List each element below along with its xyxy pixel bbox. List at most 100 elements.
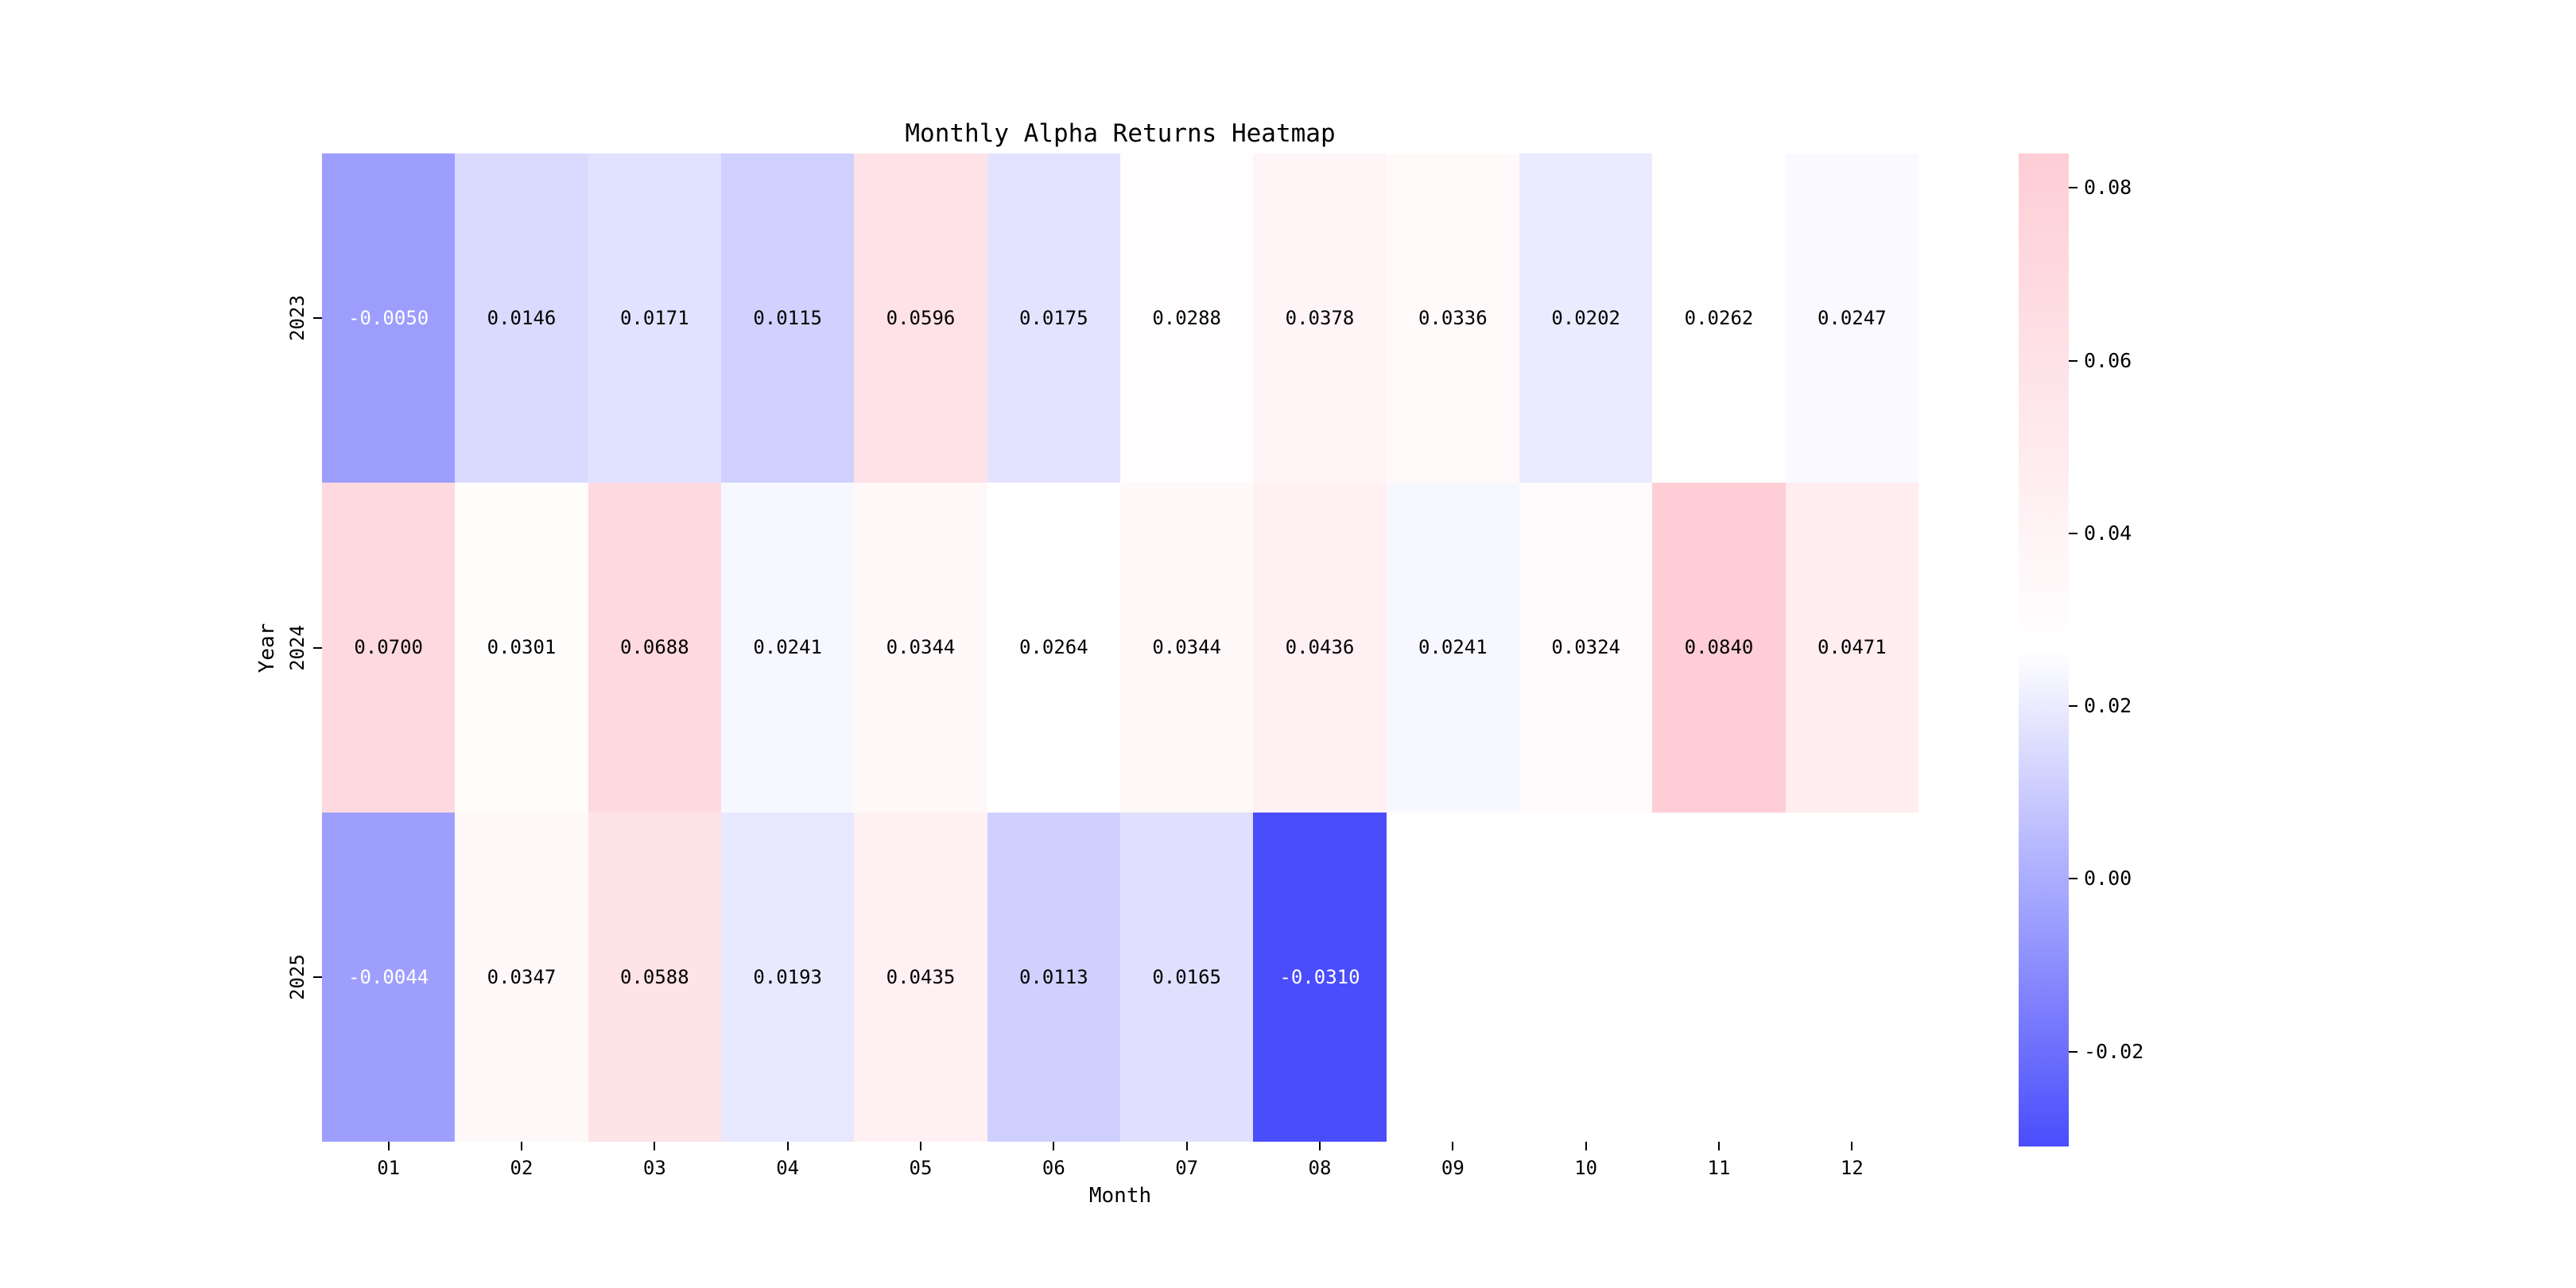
- x-tick-mark: [387, 1142, 390, 1150]
- x-tick-label: 08: [1308, 1157, 1332, 1179]
- cell-value: 0.0688: [619, 636, 689, 659]
- cell-value: 0.0301: [487, 636, 557, 659]
- x-tick-label: 07: [1175, 1157, 1199, 1179]
- heatmap-cell-2025-01: -0.0044: [322, 812, 456, 1142]
- heatmap-cell-2023-05: 0.0596: [854, 153, 987, 483]
- cell-value: 0.0171: [619, 307, 689, 330]
- heatmap-cell-2024-02: 0.0301: [455, 483, 588, 813]
- cell-value: 0.0115: [753, 307, 823, 330]
- cell-value: 0.0378: [1285, 307, 1355, 330]
- cell-value: 0.0435: [886, 965, 956, 988]
- heatmap-cell-2023-03: 0.0171: [588, 153, 721, 483]
- heatmap-cell-2025-02: 0.0347: [455, 812, 588, 1142]
- x-axis-label: Month: [1088, 1184, 1152, 1208]
- heatmap-cell-2025-05: 0.0435: [854, 812, 987, 1142]
- x-tick-mark: [1452, 1142, 1454, 1150]
- heatmap-cell-2023-01: -0.0050: [322, 153, 456, 483]
- y-tick-mark: [313, 976, 322, 978]
- colorbar-tick-mark: [2069, 359, 2077, 362]
- heatmap-cell-2024-08: 0.0436: [1253, 483, 1387, 813]
- cell-value: 0.0113: [1018, 965, 1088, 988]
- colorbar-tick-label: 0.04: [2084, 521, 2132, 545]
- heatmap-cell-2025-03: 0.0588: [588, 812, 721, 1142]
- cell-value: 0.0288: [1152, 307, 1222, 330]
- cell-value: 0.0146: [487, 307, 557, 330]
- heatmap-cell-2024-12: 0.0471: [1785, 483, 1918, 813]
- heatmap-cell-2024-10: 0.0324: [1519, 483, 1653, 813]
- colorbar-tick-mark: [2069, 187, 2077, 189]
- heatmap-cell-2023-10: 0.0202: [1519, 153, 1653, 483]
- cell-value: 0.0344: [886, 636, 956, 659]
- cell-value: 0.0596: [886, 307, 956, 330]
- colorbar-tick-label: -0.02: [2084, 1039, 2144, 1063]
- x-tick-label: 09: [1441, 1157, 1465, 1179]
- x-tick-label: 03: [642, 1157, 666, 1179]
- x-tick-label: 04: [776, 1157, 800, 1179]
- colorbar-tick-label: 0.02: [2084, 694, 2132, 718]
- y-tick-mark: [313, 317, 322, 320]
- x-tick-mark: [920, 1142, 921, 1150]
- cell-value: 0.0241: [753, 636, 823, 659]
- cell-value: 0.0347: [487, 965, 557, 988]
- heatmap-cell-2024-05: 0.0344: [854, 483, 987, 813]
- x-tick-label: 10: [1574, 1157, 1598, 1179]
- colorbar-tick-label: 0.06: [2084, 348, 2132, 372]
- x-tick-mark: [786, 1142, 789, 1150]
- x-tick-mark: [1718, 1142, 1720, 1150]
- cell-value: -0.0310: [1279, 965, 1360, 988]
- x-tick-mark: [521, 1142, 522, 1150]
- cell-value: 0.0165: [1152, 965, 1222, 988]
- x-tick-label: 02: [510, 1157, 533, 1179]
- cell-value: 0.0471: [1817, 636, 1887, 659]
- colorbar-tick-label: 0.00: [2084, 867, 2132, 890]
- heatmap-cell-2024-04: 0.0241: [721, 483, 855, 813]
- colorbar-tick-label: 0.08: [2084, 176, 2132, 200]
- heatmap-cell-2024-09: 0.0241: [1386, 483, 1519, 813]
- x-tick-mark: [1851, 1142, 1853, 1150]
- y-tick-mark: [313, 646, 322, 649]
- colorbar-tick-mark: [2069, 1050, 2077, 1053]
- chart-title: Monthly Alpha Returns Heatmap: [905, 119, 1336, 148]
- x-tick-mark: [1053, 1142, 1055, 1150]
- colorbar-tick-mark: [2069, 878, 2077, 880]
- y-tick-label: 2023: [286, 295, 308, 342]
- heatmap-cell-2025-07: 0.0165: [1120, 812, 1254, 1142]
- heatmap-cell-2024-06: 0.0264: [987, 483, 1120, 813]
- cell-value: 0.0436: [1285, 636, 1355, 659]
- heatmap-cell-2023-09: 0.0336: [1386, 153, 1519, 483]
- heatmap-cell-2024-11: 0.0840: [1652, 483, 1786, 813]
- heatmap-cell-2024-03: 0.0688: [588, 483, 721, 813]
- cell-value: 0.0324: [1551, 636, 1621, 659]
- cell-value: -0.0050: [348, 307, 429, 330]
- heatmap-cell-2025-04: 0.0193: [721, 812, 855, 1142]
- heatmap-cell-2025-06: 0.0113: [987, 812, 1120, 1142]
- y-axis-label: Year: [255, 623, 279, 673]
- colorbar-gradient: [2019, 153, 2069, 1146]
- x-tick-mark: [1585, 1142, 1587, 1150]
- x-tick-label: 06: [1042, 1157, 1065, 1179]
- heatmap-cell-2023-11: 0.0262: [1652, 153, 1786, 483]
- cell-value: 0.0247: [1817, 307, 1887, 330]
- cell-value: 0.0202: [1551, 307, 1621, 330]
- x-tick-mark: [654, 1142, 656, 1150]
- heatmap-cell-2025-08: -0.0310: [1253, 812, 1387, 1142]
- cell-value: 0.0193: [753, 965, 823, 988]
- y-tick-label: 2024: [286, 624, 308, 671]
- cell-value: 0.0264: [1018, 636, 1088, 659]
- heatmap-cell-2023-04: 0.0115: [721, 153, 855, 483]
- heatmap-cell-2023-12: 0.0247: [1785, 153, 1918, 483]
- heatmap-cell-2023-07: 0.0288: [1120, 153, 1254, 483]
- cell-value: 0.0840: [1684, 636, 1754, 659]
- cell-value: 0.0241: [1418, 636, 1488, 659]
- x-tick-mark: [1319, 1142, 1321, 1150]
- heatmap-cell-2024-07: 0.0344: [1120, 483, 1254, 813]
- heatmap-cell-2024-01: 0.0700: [322, 483, 456, 813]
- x-tick-label: 11: [1707, 1157, 1731, 1179]
- heatmap-cell-2023-06: 0.0175: [987, 153, 1120, 483]
- x-tick-mark: [1185, 1142, 1188, 1150]
- colorbar-tick-mark: [2069, 705, 2077, 708]
- cell-value: 0.0262: [1684, 307, 1754, 330]
- x-tick-label: 05: [909, 1157, 933, 1179]
- x-tick-label: 01: [377, 1157, 401, 1179]
- heatmap-cell-2023-02: 0.0146: [455, 153, 588, 483]
